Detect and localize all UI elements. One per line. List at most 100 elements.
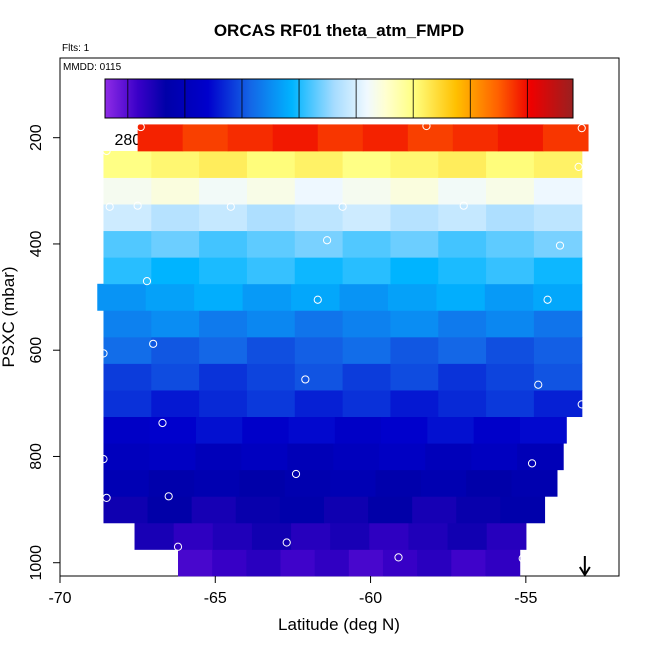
x-axis-label: Latitude (deg N) [278, 615, 400, 634]
heatmap-cell [451, 549, 487, 577]
heatmap-cell [199, 177, 248, 205]
heatmap-cell [239, 469, 286, 497]
heatmap-cell [242, 283, 292, 311]
heatmap-cell [242, 416, 290, 444]
heatmap-cell [294, 363, 344, 391]
observation-point [102, 493, 111, 502]
heatmap-cell [486, 390, 535, 418]
heatmap-cell [368, 496, 413, 524]
heatmap-cell [103, 416, 151, 444]
heatmap-cell [390, 150, 439, 178]
heatmap-cell [473, 416, 521, 444]
heatmap-cell [533, 390, 583, 418]
heatmap-cell [382, 549, 418, 577]
heatmap-cell [438, 150, 487, 178]
heatmap-cell [241, 443, 288, 471]
heatmap-cell [151, 177, 200, 205]
heatmap-cell [294, 257, 344, 285]
heatmap-cell [103, 257, 152, 285]
heatmap-cell [246, 257, 296, 285]
heatmap-cell [427, 416, 475, 444]
heatmap-cell [280, 549, 316, 577]
heatmap-cell [452, 124, 499, 152]
heatmap-cell [390, 177, 439, 205]
heatmap-cell [294, 310, 344, 338]
heatmap-cell [212, 549, 247, 577]
heatmap-cell [342, 336, 392, 364]
heatmap-cell [486, 336, 535, 364]
observation-point [422, 121, 431, 131]
heatmap-cell [533, 230, 583, 258]
observation-point [313, 295, 322, 304]
heatmap-cell [436, 283, 486, 311]
heatmap-cell [151, 204, 200, 232]
heatmap-cell [517, 443, 564, 471]
heatmap-cell [103, 336, 152, 364]
y-axis: 200 400 600 800 1000 [28, 124, 60, 581]
observation-point [105, 202, 114, 211]
heatmap-cell [369, 522, 410, 550]
heatmap-cell [342, 204, 392, 232]
observation-point [158, 418, 167, 428]
heatmap-cell [199, 230, 248, 258]
observation-point [173, 542, 183, 551]
heatmap-cell [148, 469, 195, 497]
heatmap-cell [235, 496, 281, 524]
heatmap-cell [387, 283, 437, 311]
heatmap-cell [323, 496, 369, 524]
observation-point [99, 455, 108, 464]
x-tick-label: -55 [514, 590, 537, 607]
heatmap-cell [194, 469, 241, 497]
heatmap-cell [199, 363, 248, 391]
y-tick-label: 400 [28, 231, 45, 258]
heatmap-cell [456, 496, 501, 524]
heatmap-cell [447, 522, 488, 550]
heatmap-cell [333, 443, 380, 471]
heatmap-cell [438, 177, 487, 205]
observation-point [99, 349, 108, 358]
heatmap-cell [390, 390, 439, 418]
x-axis: -70 -65 -60 -55 [48, 576, 537, 607]
heatmap-cell [339, 283, 389, 311]
heatmap-cell [533, 257, 583, 285]
heatmap-cell [272, 124, 319, 152]
observation-point [543, 295, 552, 304]
heatmap-cell [342, 363, 392, 391]
heatmap-cell [438, 390, 487, 418]
observation-point [518, 554, 527, 563]
heatmap-cell [294, 390, 344, 418]
heatmap-cell [390, 363, 439, 391]
heatmap-cell [151, 310, 200, 338]
heatmap-cell [485, 549, 521, 577]
heatmap-cell [348, 549, 384, 577]
observation-point [338, 202, 347, 211]
observation-point [459, 201, 468, 210]
observation-point [577, 124, 586, 133]
observation-point [301, 375, 310, 384]
heatmap-cell [334, 416, 382, 444]
heatmap-cell [317, 124, 364, 152]
heatmap-cell [294, 336, 344, 364]
heatmap-cell [407, 124, 454, 152]
heatmap-cell [486, 310, 535, 338]
y-tick-label: 200 [28, 124, 45, 151]
heatmap-cell [227, 124, 274, 152]
observation-point [90, 275, 99, 285]
heatmap-cell [199, 150, 248, 178]
y-tick-label: 800 [28, 443, 45, 470]
observation-point [142, 277, 152, 286]
heatmap-cell [284, 469, 331, 497]
heatmap-cell [182, 124, 229, 152]
heatmap-cell [178, 549, 213, 577]
heatmap-cell [533, 177, 583, 205]
heatmap-cell [425, 443, 472, 471]
heatmap-cell [390, 204, 439, 232]
heatmap-cell [314, 549, 350, 577]
observation-point [322, 236, 332, 245]
heatmap-cell [533, 336, 583, 364]
heatmap-cell [342, 177, 392, 205]
heatmap-cell [294, 204, 344, 232]
observation-point [574, 162, 583, 172]
heatmap-cell [294, 177, 344, 205]
heatmap-cell [246, 177, 296, 205]
